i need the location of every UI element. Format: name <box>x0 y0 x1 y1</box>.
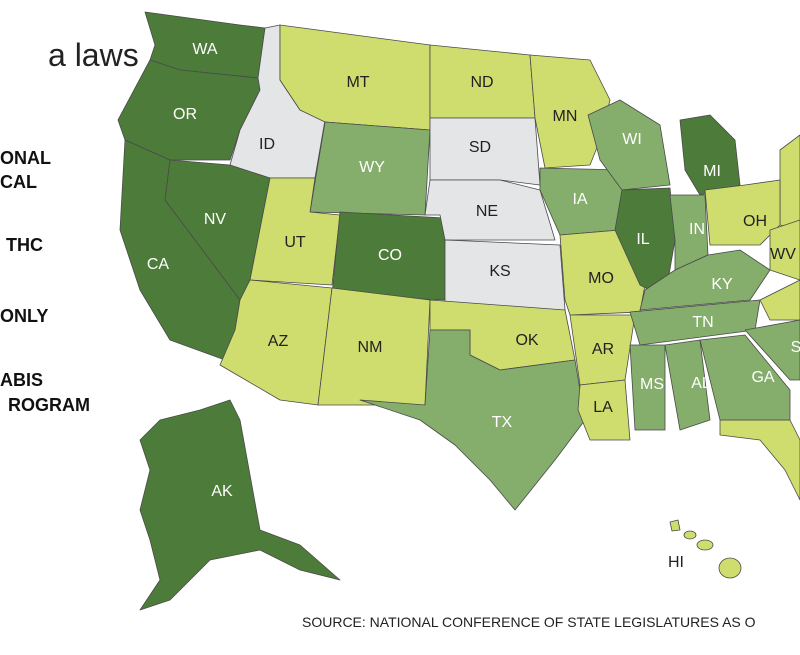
state-label: AK <box>211 483 233 500</box>
state-label: NM <box>358 339 383 356</box>
state-shape <box>719 419 800 501</box>
state-label: AR <box>592 341 614 358</box>
state-shape <box>759 279 800 321</box>
state-shape <box>577 379 631 441</box>
legend-label: ABIS <box>0 370 43 390</box>
state-label: MS <box>640 376 664 393</box>
state-label: WV <box>770 246 796 263</box>
state-shape <box>664 339 711 431</box>
legend-label: THC <box>6 235 43 255</box>
state-label: MT <box>346 74 369 91</box>
state-label: TN <box>692 314 713 331</box>
state-label: S <box>791 339 800 356</box>
state-shape <box>679 114 741 196</box>
state-label: WA <box>192 41 218 58</box>
state-label: IN <box>689 221 705 238</box>
source: SOURCE: NATIONAL CONFERENCE OF STATE LEG… <box>302 614 756 630</box>
state-label: HI <box>668 554 684 571</box>
state-label: KY <box>711 276 733 293</box>
state-shape <box>424 179 556 241</box>
state-label: CO <box>378 247 402 264</box>
state-label: MO <box>588 270 614 287</box>
state-label: TX <box>492 414 513 431</box>
island <box>718 557 742 579</box>
state-label: AZ <box>268 333 289 350</box>
state-shape <box>639 249 771 311</box>
state-shape <box>529 54 611 169</box>
island <box>683 530 697 540</box>
state-shape <box>587 99 671 191</box>
state-label: IA <box>572 191 587 208</box>
state-shape <box>779 134 800 231</box>
state-shape <box>629 344 666 431</box>
island <box>696 539 714 551</box>
legend-label: ONAL <box>0 148 51 168</box>
state-label: WI <box>622 131 642 148</box>
state-shape <box>769 219 800 281</box>
state-label: NE <box>476 203 498 220</box>
state-label: SD <box>469 139 491 156</box>
state-shape <box>669 519 681 532</box>
state-label: LA <box>593 399 613 416</box>
title: a laws <box>48 37 139 73</box>
state-label: OR <box>173 106 197 123</box>
state-label: NV <box>204 211 227 228</box>
state-label: GA <box>751 369 774 386</box>
state-label: CA <box>147 256 170 273</box>
state-label: ID <box>259 136 275 153</box>
state-label: MI <box>703 163 721 180</box>
states: WA OR CA NV ID MT WY UT CO AZ NM ND SD NE KS OK TX MN IA MO… <box>117 11 800 611</box>
state-shape <box>744 319 800 381</box>
state-label: WY <box>359 159 385 176</box>
legend: ONAL CAL THC ONLY ABIS ROGRAM <box>0 148 90 415</box>
legend-label: CAL <box>0 172 37 192</box>
state-label: OK <box>515 332 538 349</box>
state-shape <box>139 399 341 611</box>
state-label: IL <box>636 231 649 248</box>
state-label: UT <box>284 234 306 251</box>
state-label: MN <box>553 108 578 125</box>
state-shape <box>117 59 261 161</box>
state-shape <box>359 329 586 511</box>
state-shape <box>429 117 541 186</box>
state-label: AL <box>691 375 711 392</box>
state-label: ND <box>470 74 493 91</box>
legend-label: ROGRAM <box>8 395 90 415</box>
state-shape <box>699 334 791 421</box>
state-shape <box>704 179 781 246</box>
state-label: OH <box>743 213 767 230</box>
legend-label: ONLY <box>0 306 48 326</box>
state-label: KS <box>489 263 510 280</box>
